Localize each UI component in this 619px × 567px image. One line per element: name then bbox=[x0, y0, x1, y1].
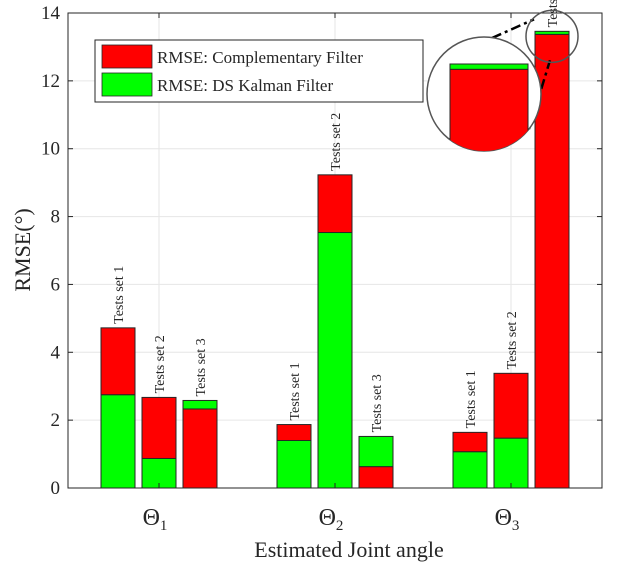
y-tick-label: 10 bbox=[41, 139, 60, 160]
bar-complementary bbox=[534, 33, 570, 489]
bar-kalman bbox=[493, 437, 529, 489]
legend: RMSE: Complementary Filter RMSE: DS Kalm… bbox=[94, 39, 424, 103]
legend-label-complementary: RMSE: Complementary Filter bbox=[157, 48, 363, 67]
bars bbox=[100, 30, 570, 489]
x-categories: Θ1 Θ2 Θ3 bbox=[143, 505, 520, 534]
zoom-source-circle bbox=[525, 9, 579, 64]
x-category-label: Θ2 bbox=[319, 505, 344, 534]
bar-label: Tests set 3 bbox=[194, 338, 209, 396]
bar-complementary bbox=[141, 396, 177, 459]
bar-label: Tests set 1 bbox=[288, 362, 303, 420]
bar-label: Tests set 2 bbox=[329, 113, 344, 171]
bar-label: Tests set 2 bbox=[505, 311, 520, 369]
legend-label-kalman: RMSE: DS Kalman Filter bbox=[157, 76, 333, 95]
x-category-label: Θ3 bbox=[495, 505, 520, 534]
bar-label: Tests set 3 bbox=[546, 0, 561, 27]
y-tick-label: 2 bbox=[51, 410, 61, 431]
x-category-symbol: Θ bbox=[143, 505, 160, 531]
bar-complementary bbox=[358, 466, 394, 489]
bar-labels: Tests set 1 Tests set 2 Tests set 3 Tests s… bbox=[112, 0, 561, 432]
zoom-bar-complementary bbox=[449, 68, 529, 151]
bar-complementary bbox=[182, 408, 218, 489]
bar-complementary bbox=[317, 174, 353, 234]
bar-label: Tests set 2 bbox=[153, 335, 168, 393]
x-category-subscript: 1 bbox=[160, 518, 168, 534]
bar-complementary bbox=[493, 372, 529, 439]
legend-swatch-kalman bbox=[101, 72, 153, 97]
y-ticks: 0 2 4 6 8 10 12 14 bbox=[41, 3, 602, 499]
x-category-label: Θ1 bbox=[143, 505, 168, 534]
bar-kalman bbox=[317, 232, 353, 489]
zoom-connector-top bbox=[491, 18, 535, 40]
x-axis-title: Estimated Joint angle bbox=[254, 537, 443, 562]
zoom-inset bbox=[426, 9, 579, 152]
bar-label: Tests set 1 bbox=[112, 266, 127, 324]
bar-kalman bbox=[182, 399, 218, 410]
bar-kalman bbox=[358, 435, 394, 468]
zoom-bar-kalman bbox=[449, 63, 529, 70]
y-tick-label: 14 bbox=[41, 3, 61, 24]
x-category-subscript: 3 bbox=[512, 518, 520, 534]
bar-kalman bbox=[534, 30, 570, 35]
y-tick-label: 0 bbox=[51, 478, 61, 499]
bar-complementary bbox=[276, 424, 312, 441]
bar-complementary bbox=[100, 327, 136, 396]
y-tick-label: 6 bbox=[51, 274, 61, 295]
bar-label: Tests set 1 bbox=[464, 370, 479, 428]
bar-kalman bbox=[452, 451, 488, 489]
y-tick-label: 8 bbox=[51, 207, 61, 228]
x-category-subscript: 2 bbox=[336, 518, 344, 534]
y-tick-label: 4 bbox=[51, 342, 61, 363]
zoom-lens-content bbox=[449, 63, 529, 151]
y-tick-label: 12 bbox=[41, 71, 60, 92]
y-axis-title: RMSE(°) bbox=[10, 208, 35, 291]
x-category-symbol: Θ bbox=[319, 505, 336, 531]
bar-label: Tests set 3 bbox=[370, 374, 385, 432]
x-category-symbol: Θ bbox=[495, 505, 512, 531]
bar-kalman bbox=[276, 440, 312, 489]
bar-kalman bbox=[100, 394, 136, 489]
legend-swatch-complementary bbox=[101, 44, 153, 69]
bar-complementary bbox=[452, 431, 488, 453]
